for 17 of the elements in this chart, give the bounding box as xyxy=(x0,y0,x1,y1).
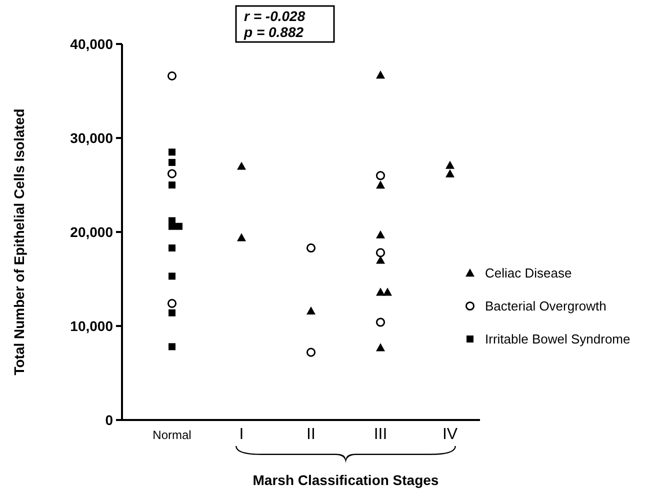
x-tick-label: II xyxy=(306,426,316,443)
x-axis-title: Marsh Classification Stages xyxy=(252,472,439,488)
text: r = -0.028 xyxy=(244,8,306,24)
x-tick-label: IV xyxy=(442,426,458,443)
x-tick-label: Normal xyxy=(152,428,192,442)
y-tick-label: 0 xyxy=(105,412,114,428)
text: p = 0.882 xyxy=(243,24,304,40)
y-axis-title: Total Number of Epithelial Cells Isolated xyxy=(11,108,27,376)
y-tick-label: 40,000 xyxy=(70,36,114,52)
legend-label: Irritable Bowel Syndrome xyxy=(485,332,630,347)
legend-label: Celiac Disease xyxy=(485,266,572,281)
legend-label: Bacterial Overgrowth xyxy=(485,298,606,314)
y-tick-label: 30,000 xyxy=(70,130,114,146)
y-tick-label: 20,000 xyxy=(70,224,114,240)
x-tick-label: I xyxy=(239,426,244,443)
x-tick-label: III xyxy=(374,426,388,443)
y-tick-label: 10,000 xyxy=(70,318,114,334)
